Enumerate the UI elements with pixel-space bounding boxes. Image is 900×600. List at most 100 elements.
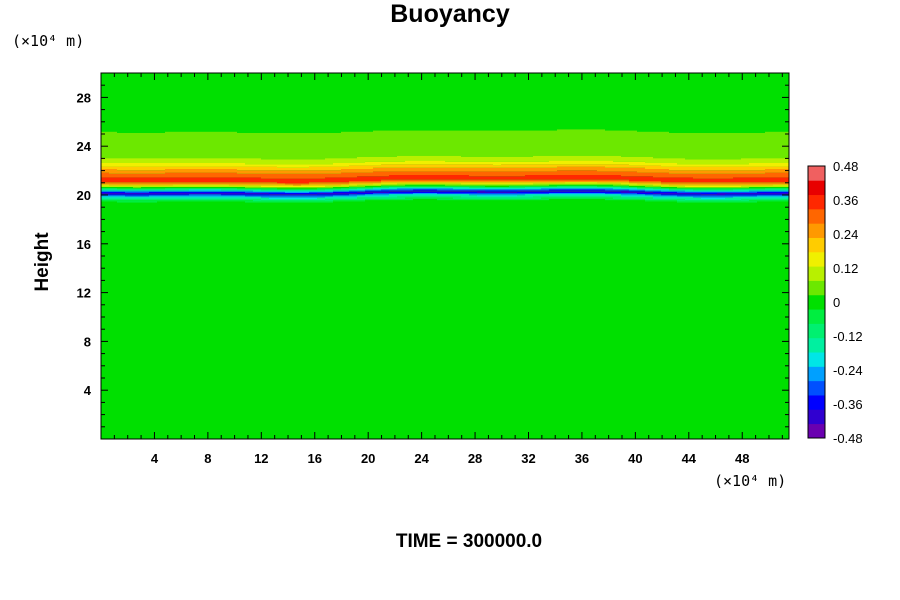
field-cell (549, 188, 557, 190)
field-cell (645, 195, 653, 197)
field-cell (469, 130, 477, 157)
colorbar-tick-label: 0.12 (833, 261, 858, 276)
field-cell (165, 169, 173, 173)
field-cell (453, 175, 461, 180)
field-cell (197, 131, 205, 159)
field-cell (357, 189, 365, 191)
field-cell (613, 199, 621, 201)
colorbar-swatch (808, 337, 825, 353)
field-cell (725, 185, 733, 187)
field-cell (109, 195, 117, 197)
field-cell (189, 172, 197, 178)
field-cell (293, 200, 301, 202)
field-cell (349, 187, 357, 189)
field-cell (157, 185, 165, 187)
field-cell (621, 194, 629, 196)
field-cell (565, 179, 573, 181)
field-cell (133, 187, 141, 189)
field-cell (405, 196, 413, 198)
field-cell (597, 182, 605, 184)
field-cell (181, 166, 189, 169)
field-cell (389, 183, 397, 185)
field-cell (109, 194, 117, 196)
field-cell (741, 188, 749, 190)
field-cell (141, 197, 149, 199)
field-cell (277, 167, 285, 171)
field-cell (541, 164, 549, 168)
field-cell (709, 178, 717, 183)
field-cell (741, 197, 749, 199)
field-cell (653, 190, 661, 192)
field-cell (421, 195, 429, 197)
field-cell (285, 167, 293, 171)
field-cell (757, 200, 765, 202)
field-cell (213, 195, 221, 197)
field-cell (453, 195, 461, 197)
field-cell (261, 173, 269, 179)
field-cell (525, 184, 533, 186)
field-cell (517, 130, 525, 157)
field-cell (725, 195, 733, 197)
field-cell (477, 187, 485, 189)
field-cell (605, 130, 613, 156)
field-cell (373, 161, 381, 166)
field-cell (133, 182, 141, 184)
field-cell (149, 163, 157, 167)
field-cell (157, 177, 165, 183)
field-cell (197, 199, 205, 201)
field-cell (605, 182, 613, 184)
field-cell (741, 133, 749, 159)
field-cell (445, 193, 453, 195)
field-cell (741, 195, 749, 197)
field-cell (309, 173, 317, 179)
field-cell (373, 197, 381, 199)
field-cell (477, 196, 485, 198)
field-cell (557, 190, 565, 192)
field-cell (501, 130, 509, 157)
y-tick-label: 24 (77, 139, 92, 154)
field-cell (237, 182, 245, 184)
field-cell (253, 194, 261, 196)
field-cell (397, 164, 405, 168)
field-cell (509, 189, 517, 191)
colorbar-swatch (808, 380, 825, 396)
field-cell (349, 197, 357, 199)
colorbar-tick-label: 0.36 (833, 193, 858, 208)
field-cell (277, 199, 285, 201)
field-cell (549, 194, 557, 196)
field-cell (309, 178, 317, 183)
field-cell (101, 163, 109, 167)
field-cell (253, 190, 261, 192)
field-cell (301, 199, 309, 201)
field-cell (765, 185, 773, 187)
field-cell (621, 195, 629, 197)
field-cell (333, 163, 341, 167)
field-cell (285, 191, 293, 193)
field-cell (565, 175, 573, 180)
field-cell (669, 170, 677, 174)
field-cell (349, 193, 357, 195)
field-cell (285, 183, 293, 185)
field-cell (325, 196, 333, 198)
field-cell (477, 185, 485, 187)
field-cell (389, 190, 397, 192)
field-cell (149, 182, 157, 184)
field-cell (461, 193, 469, 195)
field-cell (565, 183, 573, 185)
field-cell (285, 159, 293, 165)
field-cell (349, 131, 357, 159)
field-cell (309, 194, 317, 196)
field-cell (477, 199, 485, 201)
field-cell (629, 183, 637, 185)
field-cell (589, 194, 597, 196)
x-tick-label: 24 (414, 451, 429, 466)
field-cell (685, 191, 693, 193)
field-cell (773, 199, 781, 201)
field-cell (157, 163, 165, 167)
field-cell (717, 182, 725, 184)
field-cell (333, 170, 341, 174)
field-cell (493, 194, 501, 196)
field-cell (725, 133, 733, 160)
field-cell (181, 163, 189, 167)
field-cell (645, 182, 653, 184)
